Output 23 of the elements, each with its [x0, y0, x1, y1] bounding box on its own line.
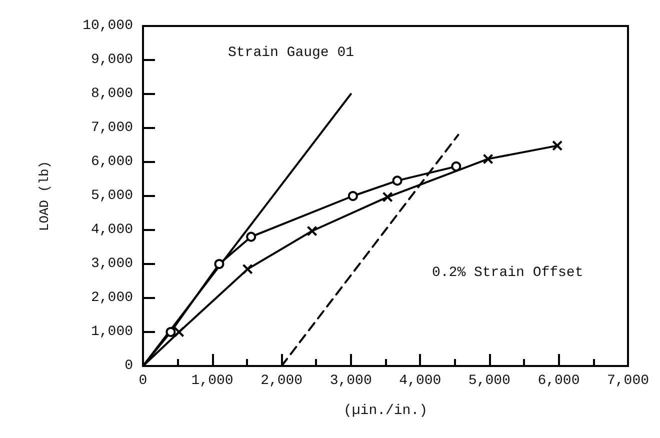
- y-tick-label: 0: [124, 358, 133, 374]
- y-tick-label: 6,000: [90, 154, 133, 170]
- y-tick-label: 1,000: [90, 324, 133, 340]
- annotation: 0.2% Strain Offset: [432, 265, 584, 281]
- y-tick-label: 4,000: [90, 222, 133, 238]
- annotation: Strain Gauge 01: [228, 45, 354, 61]
- x-tick-label: 3,000: [330, 373, 372, 389]
- y-tick-label: 2,000: [90, 290, 133, 306]
- y-tick-label: 10,000: [82, 18, 133, 34]
- y-tick-label: 7,000: [90, 120, 133, 136]
- y-tick-label: 8,000: [90, 86, 133, 102]
- y-tick-label: 9,000: [90, 52, 133, 68]
- x-axis-title: (µin./in.): [343, 403, 428, 419]
- x-tick-label: 6,000: [538, 373, 580, 389]
- x-tick-label: 7,000: [606, 373, 650, 389]
- y-tick-label: 5,000: [90, 188, 133, 204]
- x-tick-label: 2,000: [260, 373, 303, 389]
- x-tick-label: 1,000: [191, 373, 234, 389]
- x-tick-label: 0: [138, 373, 148, 389]
- y-tick-label: 3,000: [90, 256, 133, 272]
- y-axis-title: LOAD (lb): [37, 160, 52, 232]
- x-tick-label: 5,000: [468, 373, 510, 389]
- x-tick-label: 4,000: [399, 373, 442, 389]
